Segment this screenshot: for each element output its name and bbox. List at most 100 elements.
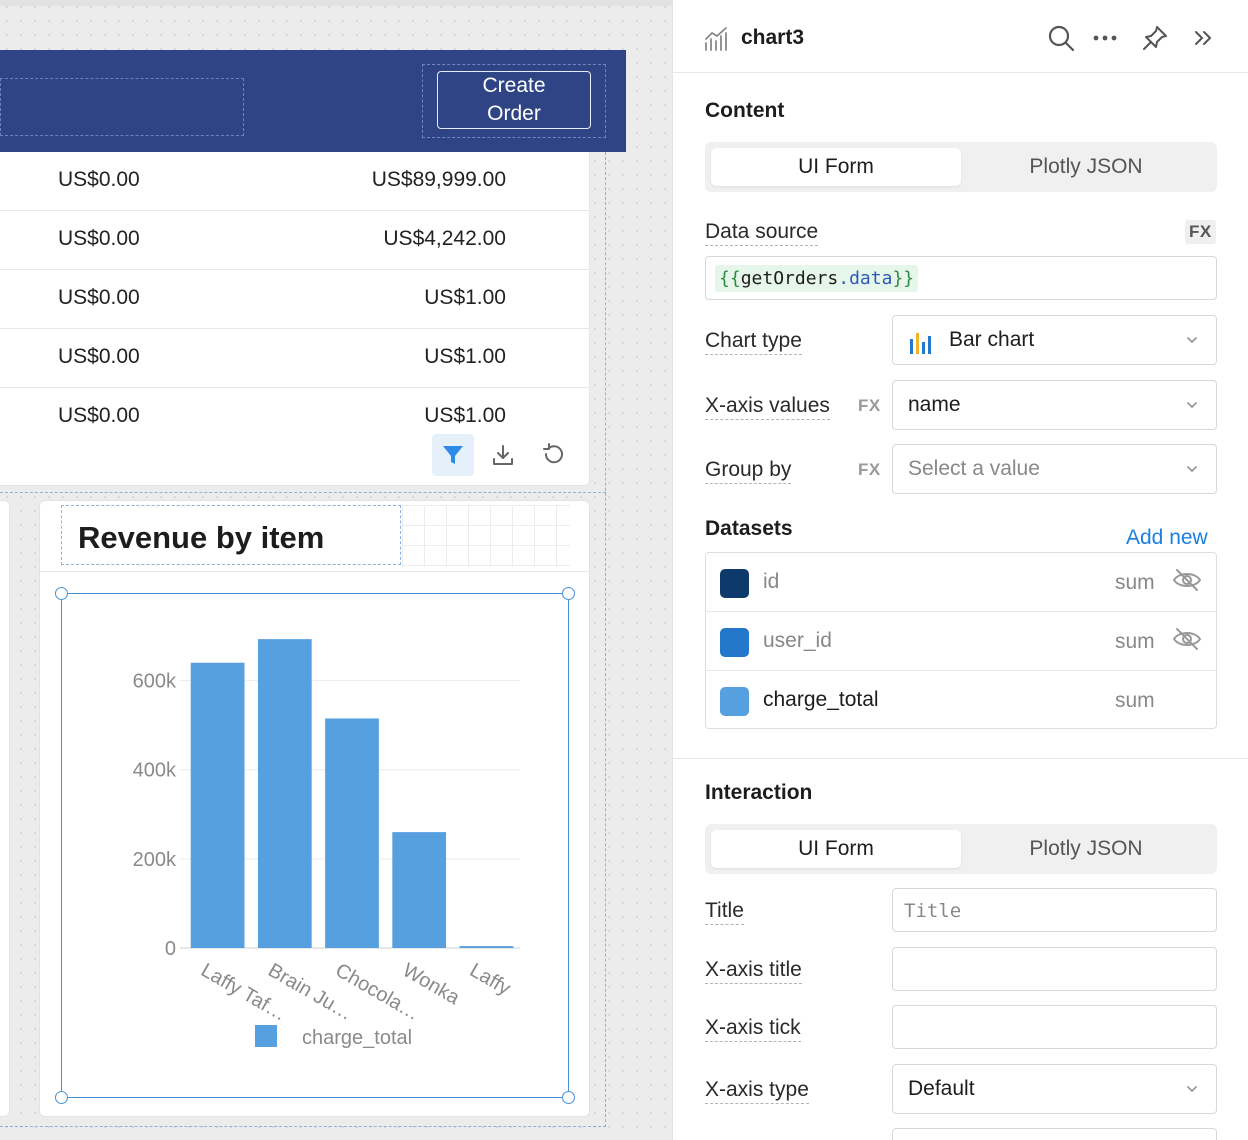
fx-toggle[interactable]: FX [858,396,881,415]
collapse-panel-button[interactable] [1187,22,1219,54]
chart-widget-icon [705,27,727,51]
dataset-aggregation[interactable]: sum [1115,571,1155,594]
filter-button[interactable] [432,434,474,476]
title-label: Title [705,899,744,925]
table-cell: US$0.00 [58,227,140,250]
eye-off-icon[interactable] [1172,567,1202,593]
dataset-color-swatch[interactable] [720,569,749,598]
resize-handle-bottom-right[interactable] [562,1091,575,1104]
editor-canvas[interactable]: Create Order US$0.00 US$89,999.00 US$0.0… [0,0,672,1140]
bar [459,946,514,948]
x-axis-values-value: name [908,393,961,416]
dataset-aggregation[interactable]: sum [1115,630,1155,653]
data-source-binding: {{getOrders.data}} [715,265,919,292]
next-field-input[interactable] [892,1128,1217,1140]
title-input[interactable]: Title [892,888,1217,932]
create-order-button[interactable]: Create Order [437,71,591,129]
table-cell: US$0.00 [58,404,140,424]
chart-title-widget[interactable]: Revenue by item [61,505,401,565]
table-row[interactable]: US$0.00 US$89,999.00 [0,152,589,211]
create-order-wrapper[interactable]: Create Order [422,64,606,138]
dataset-row-charge-total[interactable]: charge_total sum [706,671,1218,730]
resize-handle-top-left[interactable] [55,587,68,600]
table-cell: US$0.00 [58,168,140,191]
orders-table[interactable]: US$0.00 US$89,999.00 US$0.00 US$4,242.00… [0,152,590,486]
bar-chart-icon [910,333,931,354]
bar [392,832,447,948]
tab-plotly-json[interactable]: Plotly JSON [1029,155,1143,178]
header-text-placeholder[interactable] [0,78,244,136]
more-button[interactable] [1089,22,1121,54]
panel-header: chart3 [673,0,1248,73]
table-body[interactable]: US$0.00 US$89,999.00 US$0.00 US$4,242.00… [0,152,589,424]
fx-toggle[interactable]: FX [858,460,881,479]
header-container[interactable]: Create Order [0,50,626,152]
section-divider [673,758,1248,759]
legend-swatch [255,1025,277,1047]
resize-handle-top-right[interactable] [562,587,575,600]
divider [40,571,589,572]
table-cell: US$89,999.00 [371,168,506,191]
group-by-select[interactable]: Select a value [892,444,1217,494]
binding-close-brace: }} [892,268,915,289]
dataset-color-swatch[interactable] [720,687,749,716]
table-row[interactable]: US$0.00 US$1.00 [0,388,589,424]
widget-name[interactable]: chart3 [741,26,805,49]
content-mode-toggle[interactable]: UI Form Plotly JSON [705,142,1217,192]
add-new-dataset-link[interactable]: Add new [1126,526,1208,549]
resize-handle-bottom-left[interactable] [55,1091,68,1104]
y-tick-label: 400k [133,760,177,782]
binding-property: data [849,268,893,289]
chart-container[interactable]: Revenue by item 0 200k 400k 600k Laffy Taf… B… [39,500,590,1117]
interaction-mode-toggle[interactable]: UI Form Plotly JSON [705,824,1217,874]
dataset-name: user_id [763,629,832,652]
search-button[interactable] [1045,22,1077,54]
table-row[interactable]: US$0.00 US$1.00 [0,270,589,329]
selection-guide [0,492,606,493]
x-axis-title-input[interactable] [892,947,1217,991]
table-cell: US$0.00 [58,345,140,368]
property-pane: chart3 Content UI Form Plotly JSON Data … [672,0,1248,1140]
binding-query-name: getOrders [740,268,839,289]
x-tick-label: Laffy [466,959,514,1000]
binding-open-brace: {{ [719,268,741,289]
chart-type-select[interactable]: Bar chart [892,315,1217,365]
data-source-input[interactable]: {{getOrders.data}} [705,256,1217,300]
download-button[interactable] [482,434,524,476]
x-axis-values-select[interactable]: name [892,380,1217,430]
bar [325,718,379,948]
eye-off-icon[interactable] [1172,626,1202,652]
dataset-name: charge_total [763,688,879,711]
adjacent-widget-edge[interactable] [0,500,10,1117]
pin-button[interactable] [1139,22,1171,54]
tab-plotly-json[interactable]: Plotly JSON [1029,837,1143,860]
tab-ui-form[interactable]: UI Form [711,148,961,186]
create-order-label-line1: Create [482,74,546,97]
download-icon [493,445,513,465]
table-cell: US$1.00 [424,345,506,368]
chevron-down-icon [1187,1086,1197,1092]
refresh-button[interactable] [532,434,574,476]
table-row[interactable]: US$0.00 US$4,242.00 [0,211,589,270]
chart-widget[interactable]: 0 200k 400k 600k Laffy Taf… Brain Ju… Chocola…… [55,587,575,1104]
legend-label: charge_total [302,1027,412,1049]
canvas-top-strip [0,0,672,6]
x-axis-tick-input[interactable] [892,1005,1217,1049]
group-by-placeholder: Select a value [908,457,1040,480]
dataset-row-user-id[interactable]: user_id sum [706,612,1218,671]
fx-toggle[interactable]: FX [1185,220,1216,244]
chevron-down-icon [1187,402,1197,408]
datasets-list[interactable]: id sum user_id sum charge_total sum [705,552,1218,730]
refresh-icon [543,443,563,464]
dataset-aggregation[interactable]: sum [1115,689,1155,712]
y-tick-label: 0 [165,938,176,960]
tab-ui-form[interactable]: UI Form [711,830,961,868]
dataset-row-id[interactable]: id sum [706,553,1218,612]
dataset-color-swatch[interactable] [720,628,749,657]
chart-type-label: Chart type [705,329,802,355]
table-row[interactable]: US$0.00 US$1.00 [0,329,589,388]
x-axis-tick-label: X-axis tick [705,1016,801,1042]
x-axis-type-select[interactable]: Default [892,1064,1217,1114]
chart-title: Revenue by item [78,520,325,555]
